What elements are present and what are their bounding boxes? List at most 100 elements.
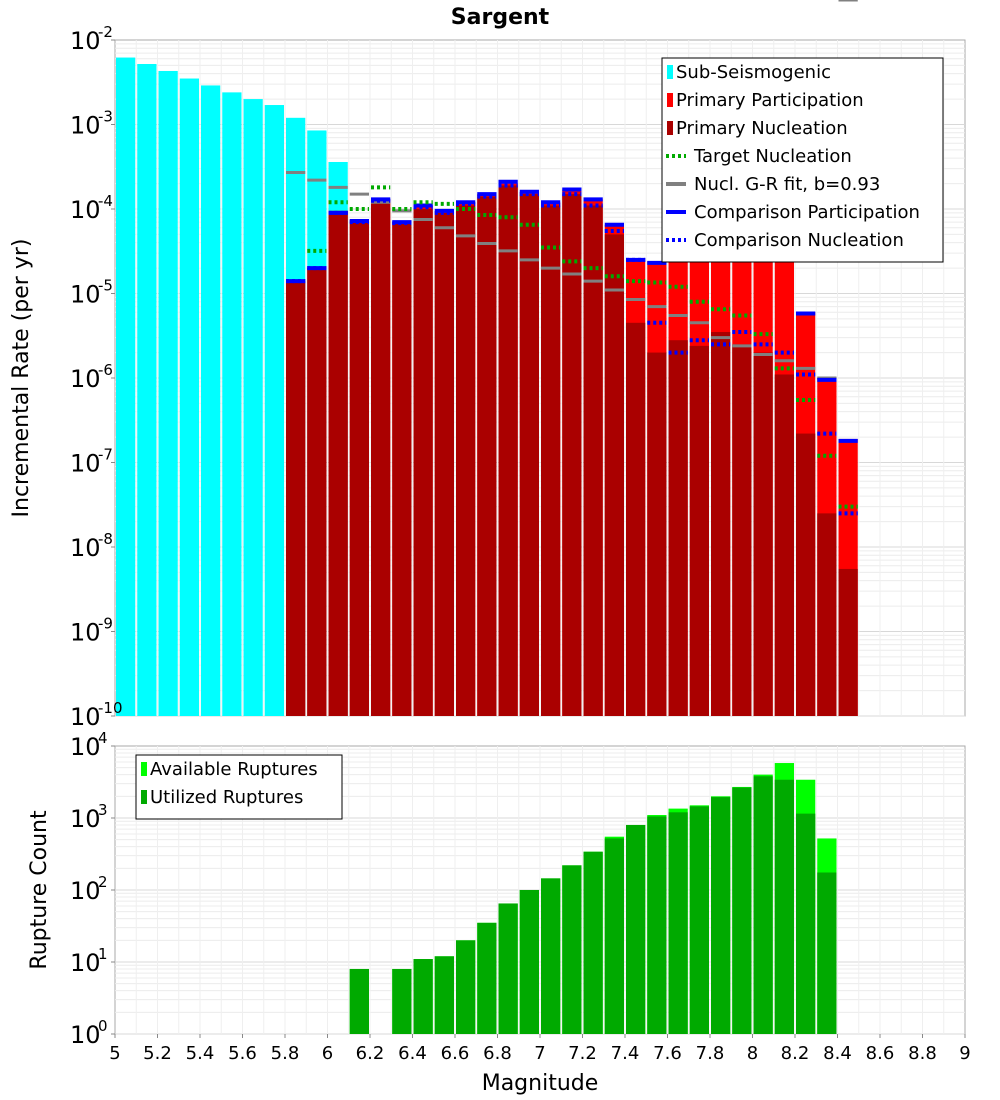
utilized-ruptures-bar: [434, 956, 454, 1034]
utilized-ruptures-bar: [668, 812, 688, 1034]
primary-nucleation-bar: [434, 212, 454, 716]
y-tick-base: 10: [70, 450, 101, 478]
primary-nucleation-bar: [647, 352, 667, 716]
legend-swatch: [141, 762, 147, 776]
x-tick-label: 6.4: [398, 1043, 427, 1064]
primary-nucleation-bar: [689, 345, 709, 716]
primary-nucleation-bar: [541, 205, 561, 716]
x-tick-label: 8.6: [866, 1043, 895, 1064]
legend-label: Target Nucleation: [693, 146, 852, 167]
x-tick-label: 9: [959, 1043, 970, 1064]
sub-seismogenic-bar: [243, 99, 263, 716]
rate-y-axis-label: Incremental Rate (per yr): [9, 239, 34, 518]
y-tick-exponent: -8: [98, 530, 113, 548]
y-tick-exponent: -10: [98, 699, 123, 717]
y-tick-exponent: 3: [98, 801, 108, 819]
legend-label: Comparison Participation: [694, 202, 920, 223]
utilized-ruptures-bar: [689, 806, 709, 1034]
magnitude-x-axis-label: Magnitude: [482, 1071, 599, 1096]
primary-nucleation-bar: [732, 344, 752, 716]
utilized-ruptures-bar: [456, 940, 476, 1034]
y-tick-base: 10: [70, 27, 101, 55]
y-tick-exponent: -9: [98, 615, 113, 633]
x-tick-label: 7.6: [653, 1043, 682, 1064]
primary-nucleation-bar: [774, 374, 794, 716]
utilized-ruptures-bar: [711, 797, 731, 1034]
sub-seismogenic-bar: [158, 70, 178, 716]
primary-nucleation-bar: [498, 185, 518, 717]
sub-seismogenic-bar: [116, 57, 136, 716]
x-tick-label: 5.8: [271, 1043, 300, 1064]
x-tick-label: 7.8: [696, 1043, 725, 1064]
y-tick-base: 10: [70, 733, 101, 761]
y-tick-base: 10: [70, 196, 101, 224]
utilized-ruptures-bar: [541, 878, 561, 1034]
y-tick-base: 10: [70, 534, 101, 562]
legend-swatch: [667, 121, 673, 135]
legend-label: Sub-Seismogenic: [676, 62, 831, 83]
y-tick-exponent: -5: [98, 277, 113, 295]
y-tick-exponent: -7: [98, 446, 113, 464]
x-tick-label: 7.4: [611, 1043, 640, 1064]
y-tick-exponent: -4: [98, 192, 113, 210]
y-tick-exponent: -6: [98, 361, 113, 379]
x-tick-label: 6.2: [356, 1043, 385, 1064]
primary-nucleation-bar: [796, 433, 816, 716]
legend-box: [135, 754, 343, 820]
x-tick-label: 8.8: [908, 1043, 937, 1064]
y-tick-base: 10: [70, 1021, 101, 1049]
utilized-ruptures-bar: [392, 968, 412, 1034]
primary-nucleation-bar: [286, 281, 306, 716]
x-tick-label: 6.8: [483, 1043, 512, 1064]
utilized-ruptures-bar: [796, 813, 816, 1034]
y-tick-exponent: 1: [98, 945, 108, 963]
primary-nucleation-bar: [626, 322, 646, 716]
y-tick-base: 10: [70, 877, 101, 905]
y-tick-exponent: -3: [98, 108, 113, 126]
legend-label: Nucl. G-R fit, b=0.93: [694, 174, 880, 195]
legend-label: Primary Nucleation: [676, 118, 848, 139]
sub-seismogenic-bar: [137, 63, 157, 716]
primary-nucleation-bar: [583, 205, 603, 716]
utilized-ruptures-bar: [626, 824, 646, 1034]
y-tick-exponent: -2: [98, 23, 113, 41]
primary-nucleation-bar: [349, 222, 369, 716]
y-tick-exponent: 4: [98, 729, 108, 747]
primary-nucleation-bar: [562, 194, 582, 716]
x-tick-label: 6.6: [441, 1043, 470, 1064]
sub-seismogenic-bar: [179, 78, 199, 717]
primary-nucleation-bar: [456, 205, 476, 716]
utilized-ruptures-bar: [477, 922, 497, 1034]
x-tick-label: 8.4: [823, 1043, 852, 1064]
primary-nucleation-bar: [668, 340, 688, 716]
utilized-ruptures-bar: [732, 787, 752, 1034]
x-tick-label: 7: [534, 1043, 545, 1064]
y-tick-base: 10: [70, 949, 101, 977]
y-tick-base: 10: [70, 112, 101, 140]
primary-nucleation-bar: [817, 513, 837, 716]
legend-label: Primary Participation: [676, 90, 864, 111]
y-tick-base: 10: [70, 281, 101, 309]
y-tick-base: 10: [70, 619, 101, 647]
x-tick-label: 5.4: [186, 1043, 215, 1064]
utilized-ruptures-bar: [413, 959, 433, 1034]
utilized-ruptures-bar: [583, 851, 603, 1034]
utilized-ruptures-bar: [349, 968, 369, 1034]
primary-nucleation-bar: [753, 352, 773, 716]
primary-nucleation-bar: [604, 234, 624, 717]
magnitude-x-ticks: 5 5.2 5.4 5.6 5.8 6 6.2 6.4 6.6 6.8 7 7.2 7.4 7.6 7.8 8…: [109, 1034, 971, 1064]
y-tick-base: 10: [70, 703, 101, 731]
primary-nucleation-bar: [711, 332, 731, 716]
legend-box: [661, 57, 944, 263]
primary-nucleation-bar: [413, 209, 433, 716]
y-tick-base: 10: [70, 805, 101, 833]
utilized-ruptures-bar: [562, 865, 582, 1034]
primary-nucleation-bar: [328, 210, 348, 716]
utilized-ruptures-bar: [604, 838, 624, 1034]
rupture-bars: [349, 763, 837, 1034]
y-tick-exponent: 0: [98, 1017, 108, 1035]
primary-nucleation-bar: [838, 568, 858, 716]
